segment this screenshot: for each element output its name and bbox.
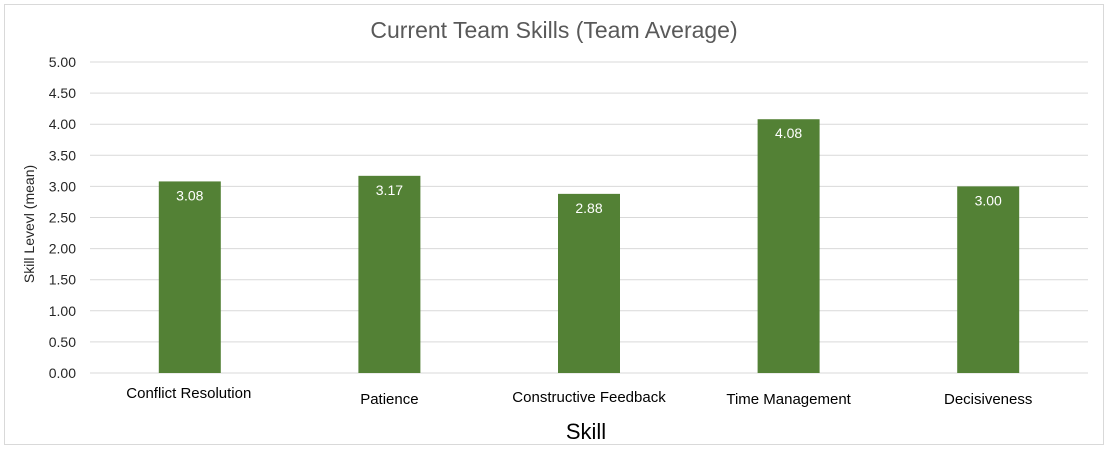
category-label: Decisiveness	[944, 391, 1032, 408]
bar	[358, 175, 421, 373]
y-tick-label: 3.50	[49, 147, 76, 163]
data-label: 3.08	[176, 187, 203, 203]
data-labels: 3.08 3.17 2.88 4.08 3.00	[176, 125, 1002, 216]
y-axis-label: Skill Levevl (mean)	[21, 165, 37, 283]
chart-title: Current Team Skills (Team Average)	[370, 17, 737, 43]
y-tick-label: 2.50	[49, 210, 76, 226]
bar	[757, 119, 820, 373]
category-label: Time Management	[726, 391, 851, 408]
category-label: Patience	[360, 391, 418, 408]
y-tick-label: 1.00	[49, 303, 76, 319]
y-tick-label: 4.50	[49, 85, 76, 101]
data-label: 3.17	[376, 182, 403, 198]
bar	[558, 193, 620, 373]
y-tick-label: 2.00	[49, 241, 76, 257]
x-axis-label: Skill	[566, 419, 606, 444]
bars	[158, 119, 1020, 373]
category-label: Conflict Resolution	[126, 385, 251, 402]
bar	[158, 181, 221, 373]
y-tick-label: 3.00	[49, 178, 76, 194]
data-label: 3.00	[975, 192, 1002, 208]
y-tick-label: 4.00	[49, 116, 76, 132]
data-label: 4.08	[775, 125, 802, 141]
y-tick-label: 5.00	[49, 54, 76, 70]
gridlines	[90, 61, 1088, 374]
y-tick-label: 0.50	[49, 334, 76, 350]
data-label: 2.88	[575, 200, 602, 216]
category-labels: Conflict Resolution Patience Constructive …	[126, 385, 1032, 408]
y-axis-ticks: 0.00 0.50 1.00 1.50 2.00 2.50 3.00 3.50 4.00 4.50…	[49, 54, 76, 381]
category-label: Constructive Feedback	[512, 389, 666, 406]
y-tick-label: 0.00	[49, 365, 76, 381]
y-tick-label: 1.50	[49, 272, 76, 288]
bar	[957, 186, 1020, 373]
